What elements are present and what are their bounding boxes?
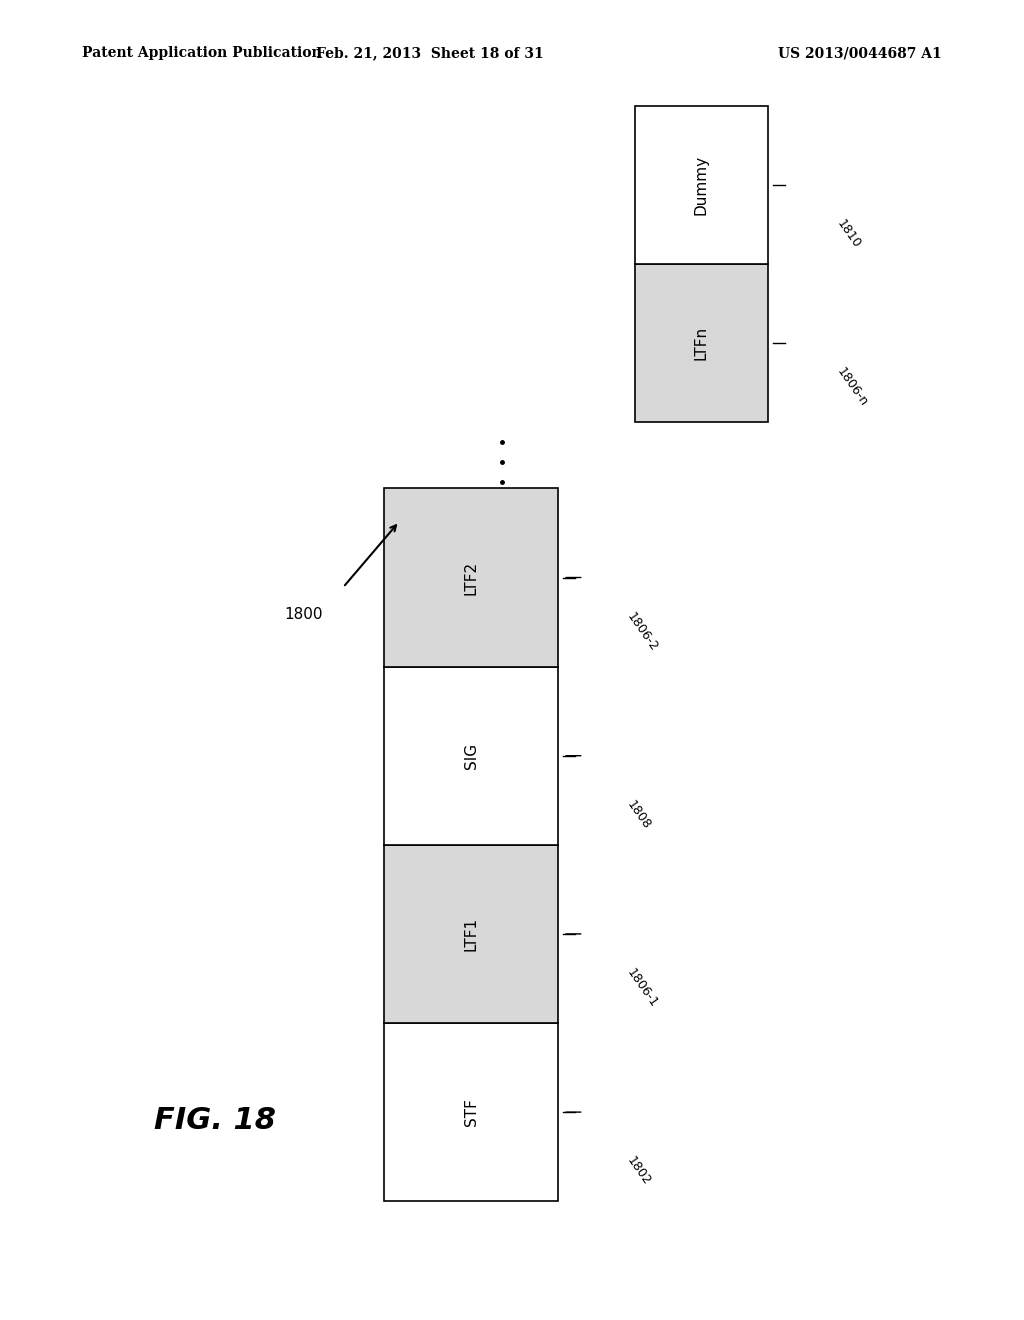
Text: Patent Application Publication: Patent Application Publication [82, 46, 322, 61]
Text: Feb. 21, 2013  Sheet 18 of 31: Feb. 21, 2013 Sheet 18 of 31 [316, 46, 544, 61]
Text: FIG. 18: FIG. 18 [154, 1106, 275, 1135]
Text: STF: STF [464, 1098, 478, 1126]
Text: 1800: 1800 [284, 607, 323, 622]
FancyBboxPatch shape [635, 264, 768, 422]
Text: 1806-1: 1806-1 [625, 966, 660, 1010]
Text: 1802: 1802 [625, 1155, 653, 1188]
FancyBboxPatch shape [384, 1023, 558, 1201]
FancyBboxPatch shape [635, 106, 768, 264]
Text: 1806-2: 1806-2 [625, 610, 660, 653]
Text: 1810: 1810 [835, 218, 863, 251]
FancyBboxPatch shape [384, 667, 558, 845]
FancyBboxPatch shape [384, 488, 558, 667]
Text: Dummy: Dummy [694, 154, 709, 215]
Text: LTFn: LTFn [694, 326, 709, 360]
FancyBboxPatch shape [384, 845, 558, 1023]
Text: US 2013/0044687 A1: US 2013/0044687 A1 [778, 46, 942, 61]
Text: LTF1: LTF1 [464, 917, 478, 950]
Text: 1806-n: 1806-n [835, 366, 870, 409]
Text: SIG: SIG [464, 743, 478, 768]
Text: 1808: 1808 [625, 799, 653, 832]
Text: LTF2: LTF2 [464, 561, 478, 594]
